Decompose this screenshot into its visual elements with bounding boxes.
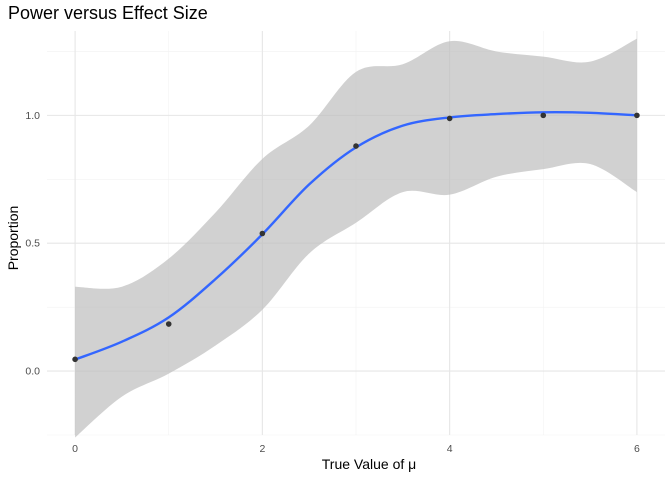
- data-point: [634, 112, 640, 119]
- data-points-layer: [72, 112, 640, 363]
- data-point: [165, 321, 172, 327]
- y-tick-label: 0.0: [25, 366, 40, 378]
- data-point: [446, 115, 453, 122]
- x-tick-label: 6: [634, 443, 640, 455]
- x-axis-title: True Value of μ: [322, 456, 416, 472]
- data-point: [259, 230, 266, 237]
- y-tick-labels: 0.0 0.5 1.0: [25, 110, 40, 378]
- y-axis-title: Proportion: [5, 206, 21, 271]
- data-point: [353, 143, 359, 149]
- x-tick-label: 0: [72, 443, 78, 455]
- x-tick-label: 4: [447, 443, 453, 455]
- x-tick-label: 2: [259, 443, 265, 455]
- chart-title: Power versus Effect Size: [8, 3, 208, 23]
- data-point: [72, 356, 78, 363]
- confidence-band: [75, 38, 637, 438]
- data-point: [540, 112, 547, 119]
- x-tick-labels: 0 2 4 6: [72, 443, 640, 455]
- y-tick-label: 1.0: [25, 110, 40, 122]
- confidence-band-layer: [75, 38, 637, 438]
- y-tick-label: 0.5: [25, 238, 40, 250]
